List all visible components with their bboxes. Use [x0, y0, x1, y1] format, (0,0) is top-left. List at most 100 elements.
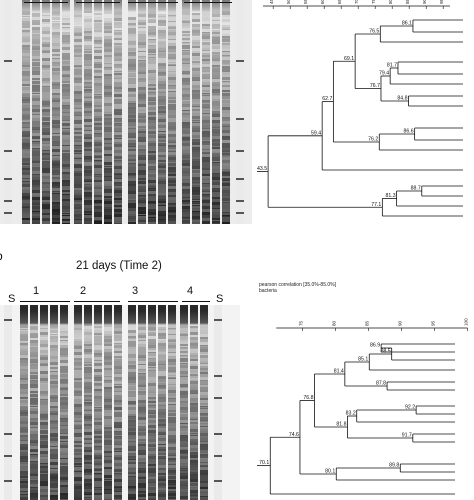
sample-lane	[32, 0, 40, 224]
node-value-label: 89.8	[389, 463, 399, 469]
sample-lane	[40, 305, 48, 500]
dendrogram-legend: pearson correlation [35.0%-85.0%] bacter…	[259, 282, 336, 294]
node-value-label: 79.4	[379, 71, 389, 77]
sample-lane	[60, 305, 68, 500]
panel-letter: b	[0, 249, 3, 263]
scale-tick-label: 95	[439, 0, 444, 4]
node-value-label: 86.1	[402, 21, 412, 27]
node-value-label: 84.8	[397, 96, 407, 102]
node-value-label: 91.7	[402, 433, 412, 439]
scale-tick-label: 45	[269, 0, 274, 4]
group-bracket	[20, 301, 70, 302]
group-bracket	[128, 301, 178, 302]
node-value-label: 70.1	[259, 460, 269, 466]
node-value-label: 81.7	[387, 63, 397, 69]
sample-lane	[22, 0, 30, 224]
scale-tick-label: 60	[320, 0, 325, 4]
scale-tick-label: 95	[431, 320, 436, 326]
scale-tick-label: 50	[286, 0, 291, 4]
standard-label-right: S	[216, 293, 224, 305]
sample-lane	[148, 305, 156, 500]
sample-lane	[180, 305, 188, 500]
sample-lane	[94, 305, 102, 500]
gel-image-bottom	[0, 305, 240, 500]
ladder-lane	[236, 0, 244, 224]
sample-lane	[212, 0, 220, 224]
group-bracket	[74, 301, 120, 302]
node-value-label: 62.7	[322, 96, 332, 102]
node-value-label: 76.5	[369, 29, 379, 35]
node-value-label: 59.4	[311, 130, 321, 136]
group-label-2: 2	[80, 285, 87, 297]
sample-lane	[52, 0, 60, 224]
sample-lane	[168, 0, 176, 224]
sample-lane	[158, 305, 166, 500]
scale-tick-label: 90	[398, 320, 403, 326]
sample-lane	[168, 305, 176, 500]
node-value-label: 88.7	[411, 186, 421, 192]
group-bracket	[76, 2, 120, 3]
scale-tick-label: 85	[365, 320, 370, 326]
sample-lane	[114, 305, 122, 500]
scale-tick-label: 90	[422, 0, 427, 4]
sample-lane	[158, 0, 166, 224]
node-value-label: 80.1	[325, 469, 335, 475]
sample-lane	[20, 305, 28, 500]
ladder-lane	[4, 0, 12, 224]
scale-tick-label: 75	[371, 0, 376, 4]
ladder-lane	[4, 305, 12, 500]
sample-lane	[128, 0, 136, 224]
node-value-label: 76.7	[370, 83, 380, 89]
node-value-label: 87.8	[376, 381, 386, 387]
group-label-3: 3	[132, 285, 139, 297]
sample-lane	[42, 0, 50, 224]
standard-label-left: S	[8, 293, 16, 305]
sample-lane	[190, 305, 198, 500]
sample-lane	[84, 305, 92, 500]
group-label-1: 1	[33, 285, 40, 297]
sample-lane	[192, 0, 200, 224]
sample-lane	[104, 305, 112, 500]
group-bracket	[128, 2, 178, 3]
scale-tick-label: 85	[405, 0, 410, 4]
ladder-lane	[214, 305, 222, 500]
node-value-label: 92.2	[405, 405, 415, 411]
group-bracket	[182, 301, 210, 302]
node-value-label: 69.1	[344, 56, 354, 62]
scale-tick-label: 100	[464, 318, 469, 326]
gel-image-top	[0, 0, 252, 224]
sample-lane	[74, 305, 82, 500]
sample-lane	[138, 0, 146, 224]
sample-lane	[128, 305, 136, 500]
node-value-label: 81.8	[336, 422, 346, 428]
sample-lane	[200, 305, 208, 500]
panel-title: 21 days (Time 2)	[76, 260, 162, 272]
scale-tick-label: 55	[303, 0, 308, 4]
scale-tick-label: 70	[354, 0, 359, 4]
sample-lane	[148, 0, 156, 224]
sample-lane	[94, 0, 102, 224]
node-value-label: 86.9	[370, 343, 380, 349]
sample-lane	[104, 0, 112, 224]
node-value-label: 85.1	[358, 357, 368, 363]
node-value-label: 88.5	[381, 349, 391, 355]
node-value-label: 83.2	[346, 411, 356, 417]
sample-lane	[74, 0, 82, 224]
dendrogram-top: 45 50 55 60 65 70 75 80 85 90 95 86.1 76.5 81.7 79.4 8…	[257, 0, 463, 217]
node-value-label: 43.5	[257, 166, 267, 172]
scale-tick-label: 80	[332, 320, 337, 326]
legend-line-1: pearson correlation [35.0%-85.0%]	[259, 282, 336, 288]
group-bracket	[24, 2, 68, 3]
node-value-label: 76.8	[303, 395, 313, 401]
node-value-label: 86.6	[404, 129, 414, 135]
sample-lane	[84, 0, 92, 224]
group-bracket	[184, 2, 232, 3]
sample-lane	[30, 305, 38, 500]
node-value-label: 77.1	[371, 202, 381, 208]
scale-tick-label: 80	[388, 0, 393, 4]
sample-lane	[62, 0, 70, 224]
sample-lane	[50, 305, 58, 500]
group-label-4: 4	[187, 285, 194, 297]
scale-tick-label: 65	[337, 0, 342, 4]
dendrogram-bottom: 75 80 85 90 95 100 86.988.5 85.1 87.8 81.4 92.2 83…	[257, 318, 469, 495]
